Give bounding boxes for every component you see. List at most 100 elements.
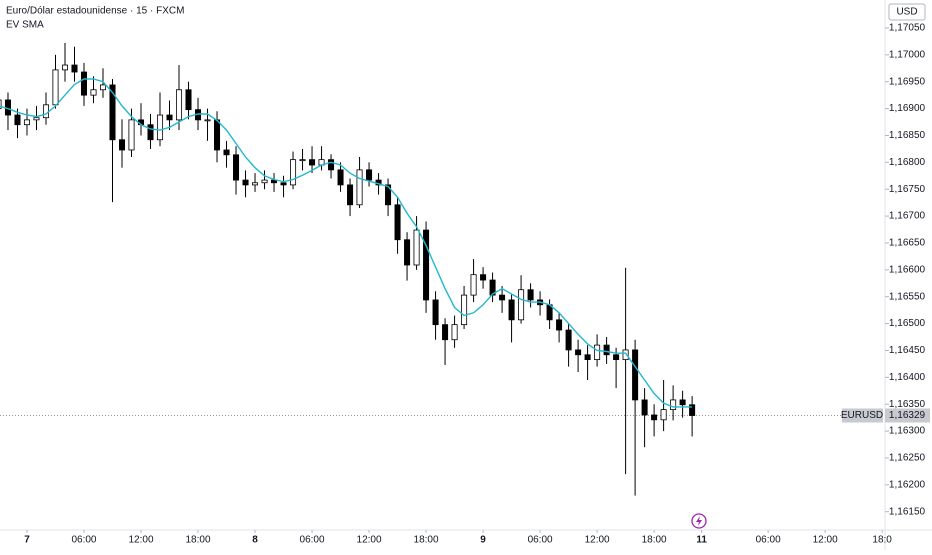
- candle-body: [61, 64, 69, 71]
- candle-body: [233, 154, 240, 181]
- y-tick-label: 1,16700: [889, 211, 926, 222]
- candle-body: [299, 159, 306, 162]
- candle-body: [394, 204, 401, 241]
- candle-body: [451, 324, 458, 341]
- candle-body: [214, 119, 221, 151]
- price-box: [885, 408, 930, 423]
- y-tick-label: 1,16350: [889, 399, 926, 410]
- y-tick-label: 1,16650: [889, 238, 926, 249]
- candle-body: [99, 84, 107, 91]
- candle-body: [584, 354, 591, 361]
- candle-body: [147, 124, 154, 141]
- candle-body: [518, 289, 525, 321]
- candle-body: [23, 119, 30, 126]
- candle-body: [442, 324, 449, 341]
- x-tick-label: 12:00: [585, 535, 610, 546]
- candle-body: [280, 182, 287, 186]
- candle-body: [309, 159, 316, 166]
- y-tick-label: 1,16750: [889, 184, 926, 195]
- candle-body: [660, 409, 667, 421]
- candle-body: [480, 274, 487, 281]
- x-tick-label: 18:00: [186, 535, 211, 546]
- y-tick-label: 1,17000: [889, 49, 926, 60]
- candle-body: [0, 99, 2, 109]
- candle-body: [689, 404, 696, 416]
- candle-body: [413, 229, 420, 266]
- candle-body: [404, 239, 411, 266]
- x-tick-label: 12:00: [813, 535, 838, 546]
- candle-body: [641, 399, 648, 416]
- candle-body: [252, 182, 259, 186]
- candle-body: [185, 89, 192, 111]
- candle-body: [622, 349, 629, 361]
- candle-body: [366, 169, 373, 181]
- candle-body: [128, 119, 135, 151]
- candle-body: [556, 319, 563, 331]
- y-tick-label: 1,16250: [889, 453, 926, 464]
- x-tick-label: 9: [480, 535, 486, 546]
- candle-body: [52, 69, 59, 106]
- candle-body: [356, 169, 363, 206]
- x-tick-label: 12:00: [357, 535, 382, 546]
- y-tick-label: 1,16300: [889, 426, 926, 437]
- y-tick-label: 1,16500: [889, 318, 926, 329]
- candle-body: [651, 414, 658, 421]
- candle-body: [461, 294, 468, 326]
- candle-body: [156, 114, 164, 141]
- candle-body: [594, 344, 601, 361]
- candle-body: [242, 179, 249, 186]
- currency-label[interactable]: USD: [896, 7, 917, 18]
- candle-body: [71, 64, 78, 73]
- candle-body: [14, 114, 21, 126]
- candle-body: [337, 169, 344, 186]
- candle-body: [423, 229, 430, 301]
- y-tick-label: 1,16450: [889, 345, 926, 356]
- symbol-box: [842, 408, 883, 423]
- candle-body: [565, 329, 572, 351]
- icon-circle[interactable]: [691, 513, 707, 529]
- x-tick-label: 12:00: [128, 535, 153, 546]
- price-label: 1,16329: [889, 410, 926, 421]
- y-tick-label: 1,16800: [889, 157, 926, 168]
- y-tick-label: 1,16900: [889, 103, 926, 114]
- candle-body: [80, 71, 88, 96]
- candle-body: [109, 84, 116, 141]
- chart-title: Euro/Dólar estadounidense · 15 · FXCM: [6, 6, 184, 17]
- candle-body: [499, 294, 506, 301]
- x-tick-label: 18:00: [414, 535, 439, 546]
- y-tick-label: 1,17050: [889, 23, 926, 34]
- y-tick-label: 1,16150: [889, 506, 926, 517]
- candle-body: [223, 149, 230, 156]
- candle-body: [508, 299, 515, 321]
- candle-body: [42, 104, 50, 119]
- x-tick-label: 18:00: [642, 535, 667, 546]
- replay-icon[interactable]: [691, 513, 707, 529]
- x-tick-label: 7: [24, 535, 30, 546]
- currency-box[interactable]: [888, 3, 926, 21]
- candle-body: [204, 119, 211, 122]
- candle-body: [328, 159, 335, 171]
- sma-line: [0, 78, 693, 408]
- x-tick-label: 06:00: [300, 535, 325, 546]
- icon-bolt[interactable]: [696, 516, 702, 526]
- x-tick-label: 06:00: [71, 535, 96, 546]
- indicator-legend: EV SMA: [6, 20, 44, 31]
- candle-body: [575, 349, 582, 356]
- candle-body: [603, 344, 610, 356]
- symbol-label: EURUSD: [841, 410, 883, 421]
- candle-body: [613, 354, 620, 361]
- candle-body: [527, 289, 534, 301]
- candle-body: [432, 299, 439, 326]
- y-tick-label: 1,16950: [889, 76, 926, 87]
- candle-body: [166, 114, 173, 121]
- x-tick-label: 11: [696, 535, 707, 546]
- y-tick-label: 1,16850: [889, 130, 926, 141]
- candle-body: [33, 117, 40, 121]
- candle-body: [90, 89, 97, 96]
- candle-body: [670, 399, 677, 410]
- candle-body: [290, 159, 297, 186]
- candle-body: [632, 349, 639, 401]
- x-tick-label: 06:00: [756, 535, 781, 546]
- candle-body: [261, 179, 268, 184]
